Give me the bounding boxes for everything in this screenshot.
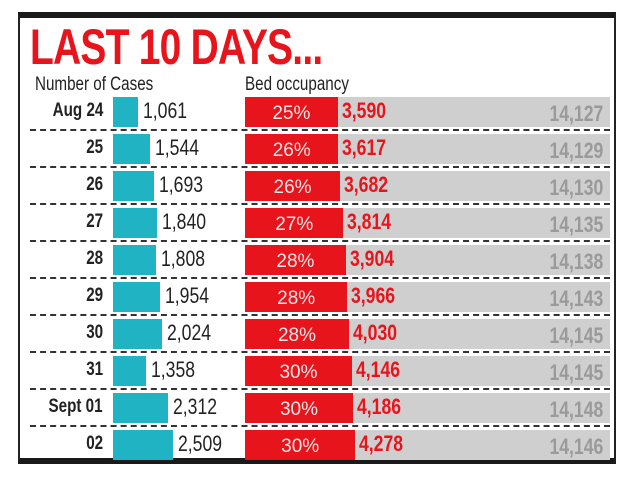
occupancy-percent: 26% (273, 177, 312, 198)
chart-title: LAST 10 DAYS... (30, 19, 323, 75)
date-label: 28 (86, 248, 103, 269)
cases-value: 1,693 (158, 172, 203, 197)
table-row: 31 1,358 14,145 30% 4,146 (30, 353, 610, 390)
occupancy-percent: 26% (272, 140, 311, 161)
row-divider (30, 314, 610, 316)
infographic-frame (18, 12, 616, 464)
row-divider (30, 277, 610, 279)
occupied-beds-value: 3,617 (342, 135, 387, 160)
cases-bar (113, 393, 169, 423)
cases-bar (113, 245, 157, 275)
cases-bar (113, 208, 158, 238)
occupancy-percent: 27% (275, 214, 314, 235)
row-divider (30, 129, 610, 131)
row-divider (30, 203, 610, 205)
occupied-beds-value: 3,682 (344, 172, 389, 197)
total-beds-value: 14,145 (549, 360, 603, 385)
occupied-beds-bar: 25% (245, 97, 338, 127)
date-label: 26 (86, 174, 103, 195)
date-label: 31 (86, 359, 103, 380)
occupancy-percent: 25% (272, 103, 311, 124)
cases-value: 1,061 (143, 98, 188, 123)
occupancy-percent: 28% (277, 325, 316, 346)
date-label: 27 (86, 211, 103, 232)
row-divider (30, 240, 610, 242)
table-row: 30 2,024 14,145 28% 4,030 (30, 316, 610, 353)
row-divider (30, 351, 610, 353)
cases-bar (113, 430, 174, 460)
table-row: 02 2,509 14,146 30% 4,278 (30, 427, 610, 464)
cases-value: 1,808 (161, 246, 206, 271)
cases-header: Number of Cases (35, 74, 154, 95)
date-label: 30 (86, 322, 103, 343)
table-row: 27 1,840 14,135 27% 3,814 (30, 205, 610, 242)
date-label: 02 (86, 433, 103, 454)
occupied-beds-value: 4,146 (355, 357, 401, 382)
occupied-beds-value: 4,186 (356, 394, 402, 419)
bed-occupancy-header: Bed occupancy (245, 74, 349, 95)
occupied-beds-bar: 30% (245, 356, 352, 386)
occupied-beds-bar: 30% (245, 430, 356, 460)
cases-value: 2,312 (173, 394, 218, 419)
date-label: Aug 24 (52, 100, 103, 121)
cases-value: 1,840 (162, 209, 207, 234)
table-row: 28 1,808 14,138 28% 3,904 (30, 242, 610, 279)
cases-bar (113, 319, 162, 349)
occupied-beds-value: 3,590 (341, 98, 386, 123)
occupancy-percent: 30% (281, 436, 320, 457)
occupancy-percent: 30% (279, 399, 318, 420)
cases-value: 2,024 (166, 320, 211, 345)
total-beds-value: 14,135 (549, 212, 603, 237)
date-label: 25 (86, 137, 103, 158)
total-beds-value: 14,145 (549, 323, 603, 348)
total-beds-value: 14,143 (549, 286, 603, 311)
occupied-beds-bar: 26% (245, 134, 339, 164)
occupancy-percent: 28% (277, 288, 316, 309)
occupied-beds-value: 4,278 (359, 431, 404, 456)
occupied-beds-bar: 28% (245, 245, 346, 275)
row-divider (30, 425, 610, 427)
cases-bar (113, 134, 151, 164)
cases-bar (113, 282, 160, 312)
occupied-beds-bar: 26% (245, 171, 341, 201)
occupied-beds-value: 3,814 (347, 209, 392, 234)
total-beds-value: 14,148 (549, 397, 603, 422)
occupied-beds-value: 3,966 (351, 283, 396, 308)
cases-value: 2,509 (178, 431, 223, 456)
total-beds-value: 14,129 (549, 138, 603, 163)
total-beds-value: 14,138 (549, 249, 603, 274)
occupied-beds-bar: 30% (245, 393, 353, 423)
total-beds-value: 14,130 (549, 175, 603, 200)
occupied-beds-bar: 28% (245, 319, 349, 349)
occupied-beds-bar: 28% (245, 282, 348, 312)
row-divider (30, 388, 610, 390)
cases-bar (113, 97, 139, 127)
table-row: 26 1,693 14,130 26% 3,682 (30, 168, 610, 205)
table-row: 29 1,954 14,143 28% 3,966 (30, 279, 610, 316)
table-row: Sept 01 2,312 14,148 30% 4,186 (30, 390, 610, 427)
table-row: Aug 24 1,061 14,127 25% 3,590 (30, 94, 610, 131)
cases-value: 1,954 (164, 283, 209, 308)
occupancy-percent: 28% (276, 251, 315, 272)
occupied-beds-value: 4,030 (352, 320, 398, 345)
cases-value: 1,358 (150, 357, 195, 382)
occupied-beds-value: 3,904 (349, 246, 394, 271)
total-beds-value: 14,127 (549, 101, 603, 126)
cases-bar (113, 171, 154, 201)
date-label: Sept 01 (48, 396, 103, 417)
cases-value: 1,544 (155, 135, 200, 160)
occupied-beds-bar: 27% (245, 208, 344, 238)
occupancy-percent: 30% (279, 362, 318, 383)
row-divider (30, 166, 610, 168)
table-row: 25 1,544 14,129 26% 3,617 (30, 131, 610, 168)
total-beds-value: 14,146 (549, 434, 603, 459)
cases-bar (113, 356, 146, 386)
date-label: 29 (86, 285, 103, 306)
